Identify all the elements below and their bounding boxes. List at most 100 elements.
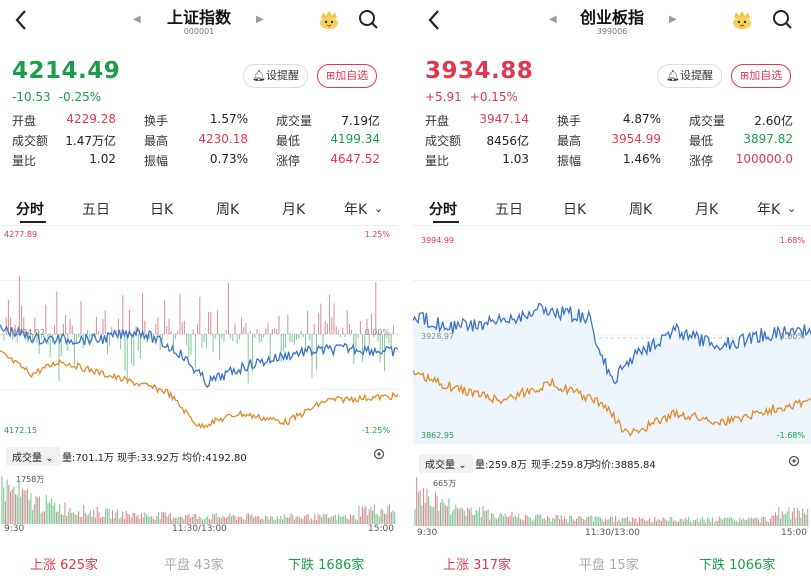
axis-top-left: 4277.89 [4,230,38,239]
mascot-icon[interactable] [318,10,340,30]
unchanged: 平盘 43家 [164,558,224,573]
axis-bottom-right: -1.68% [776,431,805,440]
axis-mid-right: 0.00% [779,332,805,341]
back-icon[interactable] [427,8,441,40]
right-panel: ◀ 创业板指 399006 ▶ 3934.88 +5.91 +0.15% 🔔︎设提… [413,0,811,582]
price-line [0,324,398,389]
search-icon[interactable] [771,8,795,32]
stat-value: 4229.28 [66,112,116,126]
stats-row: 成交额 8456亿 最高 3954.99 最低 3897.82 [425,132,797,152]
stat-value: 1.46% [622,152,661,166]
axis-top-right: 1.25% [364,230,390,239]
stats-grid: 开盘 3947.14 换手 4.87% 成交量 2.60亿 成交额 8456亿 最高 3954.9… [425,112,797,172]
stats-row: 量比 1.02 振幅 0.73% 涨停 4647.52 [12,152,384,172]
decliners: 下跌 1686家 [288,558,365,573]
prev-index-icon[interactable]: ◀ [549,14,557,25]
tab-3[interactable]: 周K [216,202,240,218]
stat-value: 4647.52 [330,152,380,166]
stats-row: 成交额 1.47万亿 最高 4230.18 最低 4199.34 [12,132,384,152]
tab-0[interactable]: 分时 [429,202,457,218]
back-icon[interactable] [14,8,28,40]
unchanged-count: 43家 [194,558,224,573]
stat-value: 3897.82 [743,132,793,146]
stat-value: 3947.14 [479,112,529,126]
axis-bottom-right: -1.25% [361,426,390,435]
volume-indicator-select[interactable]: 成交量 ⌄ [419,454,473,473]
tab-2[interactable]: 日K [150,202,174,218]
volume-chart: 1758万 [0,466,398,524]
search-icon[interactable] [357,8,381,32]
current-hand: 现手:259.8万 [531,460,593,471]
header: ◀ 创业板指 399006 ▶ [413,0,811,44]
tab-0[interactable]: 分时 [16,202,44,218]
bell-icon: 🔔︎ [666,69,680,82]
stat-label: 最高 [144,134,169,148]
tab-1[interactable]: 五日 [495,202,523,218]
time-mid: 11:30/13:00 [585,528,640,538]
time-start: 9:30 [417,528,438,538]
decliners-count: 1686家 [318,558,365,573]
chevron-down-icon[interactable]: ⌄ [374,202,384,215]
tab-5[interactable]: 年K [344,202,368,218]
change-value: +5.91 [425,90,462,104]
volume-max-label: 665万 [433,479,457,488]
tab-4[interactable]: 月K [282,202,306,218]
prev-index-icon[interactable]: ◀ [133,14,141,25]
stat-label: 涨停 [689,154,714,168]
index-title: 创业板指 [579,8,644,27]
intraday-chart: 3994.99 1.68% 3928.97 0.00% 3862.95 -1.6… [413,226,811,444]
stat-label: 振幅 [557,154,582,168]
change-percent: +0.15% [469,90,518,104]
unchanged-count: 15家 [609,558,639,573]
axis-mid-right: 0.00% [364,328,390,337]
volume-indicator-select[interactable]: 成交量 ⌄ [6,447,60,466]
mascot-icon[interactable] [731,10,753,30]
next-index-icon[interactable]: ▶ [669,14,677,25]
stat-label: 成交额 [12,134,49,148]
plus-box-icon: ⊞ [326,69,336,82]
volume-info-bar: 成交量 ⌄ 量:259.8万 现手:259.8万 均价:3885.84 [413,452,811,473]
advancers: 上涨 317家 [443,558,511,573]
current-price: 4214.49 [12,58,121,84]
price-change: +5.91 +0.15% [425,90,526,104]
set-alert-button[interactable]: 🔔︎设提醒 [243,64,308,88]
header: ◀ 上证指数 000001 ▶ [0,0,398,44]
add-watchlist-button[interactable]: ⊞加自选 [317,64,378,88]
time-start: 9:30 [4,524,25,534]
chevron-down-icon[interactable]: ⌄ [787,202,797,215]
advancers-count: 317家 [473,558,511,573]
volume-info-bar: 成交量 ⌄ 量:701.1万 现手:33.92万 均价:4192.80 [0,445,398,466]
stat-value: 1.57% [209,112,248,126]
time-mid: 11:30/13:00 [172,524,227,534]
stat-value: 4199.34 [330,132,380,146]
next-index-icon[interactable]: ▶ [256,14,264,25]
decliners-count: 1066家 [729,558,776,573]
tab-3[interactable]: 周K [629,202,653,218]
stat-value: 1.02 [89,152,116,166]
tab-4[interactable]: 月K [695,202,719,218]
stat-label: 最高 [557,134,582,148]
stat-label: 量比 [425,154,450,168]
current-hand: 现手:33.92万 [117,453,179,464]
stat-value: 4230.18 [198,132,248,146]
tab-1[interactable]: 五日 [82,202,110,218]
settings-icon[interactable] [372,447,386,461]
volume-chart: 665万 [413,474,811,532]
axis-top-right: 1.68% [779,236,805,245]
time-end: 15:00 [781,528,807,538]
set-alert-button[interactable]: 🔔︎设提醒 [657,64,722,88]
tab-5[interactable]: 年K [757,202,781,218]
settings-icon[interactable] [787,454,801,468]
index-code: 000001 [183,27,215,36]
tab-2[interactable]: 日K [563,202,587,218]
stat-value: 7.19亿 [341,114,380,128]
stat-label: 开盘 [425,114,450,128]
axis-bottom-left: 4172.15 [4,426,38,435]
axis-mid-left: 4224.92 [12,328,46,337]
panel-divider [398,0,413,582]
add-watchlist-button[interactable]: ⊞加自选 [731,64,792,88]
price-line [413,302,811,385]
index-title: 上证指数 [166,8,231,27]
stat-label: 振幅 [144,154,169,168]
average-line [413,369,811,438]
